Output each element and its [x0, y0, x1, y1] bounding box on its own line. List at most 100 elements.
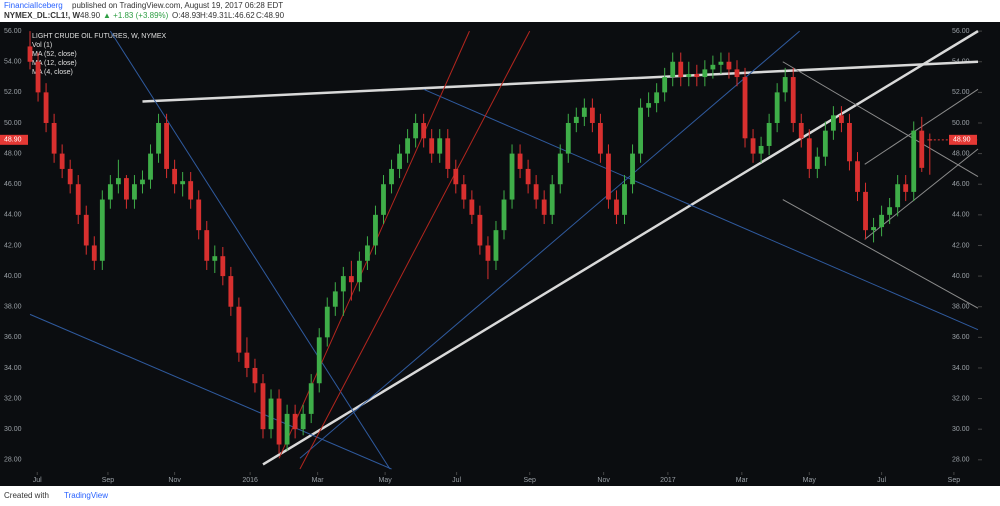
candle-body [260, 383, 266, 430]
x-tick-label: May [803, 477, 817, 484]
plot: Vol (1) MA (52, close) MA (12, close) MA (4… [0, 28, 982, 484]
candle-body [284, 413, 290, 445]
y-tick-label: 30.00 [952, 426, 970, 433]
candle-body [758, 145, 764, 154]
candle-body [421, 122, 427, 139]
low: L:46.62 [228, 11, 255, 20]
candle-body [59, 153, 65, 169]
y-tick-label: 46.00 [4, 181, 22, 188]
last-price-label: 48.90 [953, 137, 971, 144]
candle-body [132, 184, 137, 200]
candle-body [124, 178, 129, 200]
candle-body [99, 199, 105, 261]
indicator-label: MA (4, close) [32, 69, 73, 76]
candle-body [766, 122, 772, 146]
candle-body [911, 130, 917, 192]
candle-body [525, 168, 531, 185]
y-tick-label: 48.00 [952, 150, 970, 157]
x-tick-label: 2016 [242, 477, 258, 484]
created-with: Created with [4, 491, 49, 500]
candle-body [654, 92, 660, 104]
candle-body [164, 122, 169, 169]
candle-body [565, 122, 571, 154]
candle-body [903, 184, 909, 192]
indicator-label: Vol (1) [32, 42, 52, 49]
change: ▲ +1.83 (+3.89%) [103, 11, 169, 20]
x-tick-label: Sep [523, 477, 536, 484]
brand[interactable]: TradingView [64, 491, 108, 500]
candle-body [140, 179, 145, 185]
trend-line [262, 30, 979, 466]
candle-body [373, 214, 378, 246]
symbol: NYMEX_DL:CL1!, W [4, 11, 80, 20]
candle-body [863, 191, 868, 231]
candle-body [533, 184, 539, 200]
candle-body [292, 413, 298, 430]
y-tick-label: 50.00 [4, 120, 22, 127]
x-tick-label: Jul [877, 477, 886, 484]
candle-body [638, 107, 643, 154]
candle-body [429, 138, 435, 154]
candle-body [670, 61, 676, 78]
candle-body [830, 115, 836, 131]
candle-body [453, 168, 459, 185]
candle-body [252, 367, 258, 384]
candle-body [549, 184, 555, 215]
candle-body [212, 256, 218, 261]
y-tick-label: 42.00 [4, 242, 22, 249]
y-tick-label: 38.00 [4, 304, 22, 311]
candle-body [734, 69, 740, 78]
indicator-label: MA (52, close) [32, 51, 77, 58]
candle-body [445, 138, 451, 169]
candle-body [814, 156, 820, 169]
close: C:48.90 [256, 11, 285, 20]
candle-body [43, 92, 49, 123]
candle-body [51, 122, 57, 154]
candle-body [718, 61, 724, 65]
candle-body [847, 122, 852, 162]
candle-body [662, 77, 668, 93]
y-tick-label: 40.00 [4, 273, 22, 280]
candle-body [694, 73, 700, 78]
y-tick-label: 52.00 [4, 89, 22, 96]
candle-body [710, 64, 716, 70]
candle-body [686, 73, 692, 78]
y-tick-label: 38.00 [952, 304, 970, 311]
x-tick-label: Jul [452, 477, 461, 484]
trend-line [423, 88, 979, 331]
y-tick-label: 30.00 [4, 426, 22, 433]
candle-body [887, 207, 893, 215]
y-tick-label: 54.00 [4, 59, 22, 66]
candle-body [622, 184, 627, 215]
candle-body [871, 227, 876, 231]
x-tick-label: 2017 [660, 477, 676, 484]
candle-body [228, 276, 234, 307]
last: 48.90 [80, 11, 101, 20]
candle-body [332, 291, 338, 307]
trend-line [782, 61, 979, 178]
y-tick-label: 44.00 [4, 212, 22, 219]
candle-body [501, 199, 507, 231]
x-tick-label: Nov [597, 477, 610, 484]
candle-body [782, 77, 788, 93]
candle-body [517, 153, 523, 169]
high: H:49.31 [200, 11, 229, 20]
y-tick-label: 44.00 [952, 212, 970, 219]
candle-body [750, 138, 756, 154]
candle-body [589, 107, 595, 123]
trend-line [299, 30, 800, 459]
candle-body [156, 122, 161, 154]
candle-body [806, 138, 812, 169]
candle-body [774, 92, 780, 123]
candle-body [742, 77, 748, 139]
candle-body [557, 153, 563, 185]
candle-body [646, 103, 652, 108]
candle-body [196, 199, 202, 231]
y-tick-label: 56.00 [4, 28, 22, 35]
trend-line [142, 60, 979, 103]
author[interactable]: FinancialIceberg [4, 1, 63, 10]
y-tick-label: 50.00 [952, 120, 970, 127]
y-tick-label: 28.00 [952, 457, 970, 464]
candle-body [630, 153, 635, 185]
chart-title: LIGHT CRUDE OIL FUTURES, W, NYMEX [32, 33, 167, 40]
